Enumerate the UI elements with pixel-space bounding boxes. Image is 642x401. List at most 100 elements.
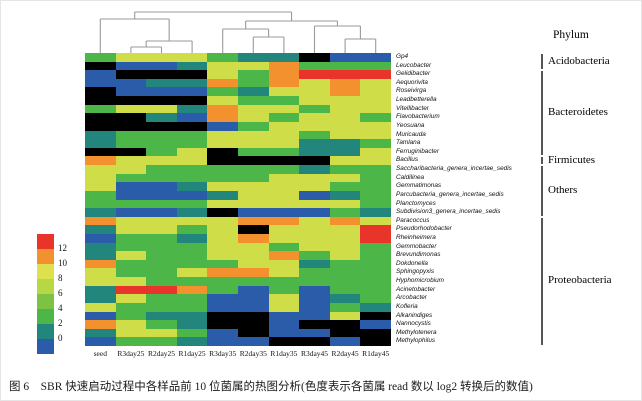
- heatmap-cell: [115, 139, 147, 148]
- heatmap-cell: [207, 216, 238, 226]
- heatmap-cell: [176, 216, 208, 226]
- heatmap-cell: [176, 259, 208, 269]
- row-label: Caldilinea: [396, 173, 425, 181]
- heatmap-cell: [238, 328, 269, 338]
- heatmap-cell: [115, 268, 147, 278]
- heatmap-cell: [360, 311, 391, 321]
- color-scale-band: [37, 339, 54, 354]
- heatmap-cell: [238, 190, 269, 200]
- heatmap-cell: [329, 78, 361, 88]
- heatmap-cell: [360, 328, 391, 338]
- heatmap-cell: [115, 328, 147, 338]
- heatmap-grid: [85, 53, 391, 346]
- heatmap-cell: [85, 87, 116, 97]
- heatmap-cell: [85, 208, 116, 217]
- heatmap-cell: [238, 242, 269, 252]
- heatmap-cell: [115, 208, 147, 217]
- heatmap-cell: [329, 199, 361, 209]
- heatmap-cell: [299, 190, 330, 200]
- heatmap-cell: [299, 130, 330, 140]
- heatmap-cell: [299, 96, 330, 105]
- heatmap-cell: [146, 147, 177, 157]
- row-label: Leadbetterella: [396, 96, 437, 104]
- heatmap-cell: [207, 53, 238, 62]
- heatmap-cell: [207, 311, 238, 321]
- heatmap-cell: [176, 311, 208, 321]
- heatmap-cell: [238, 208, 269, 217]
- heatmap-cell: [238, 233, 269, 243]
- color-scale-tick-label: 6: [58, 288, 63, 298]
- heatmap-cell: [360, 190, 391, 200]
- heatmap-cell: [329, 302, 361, 312]
- column-label: R2day25: [147, 349, 176, 358]
- column-labels: seed R3day25 R2day25 R1day25 R3day35 R2day35 R…: [1, 349, 641, 361]
- heatmap-cell: [176, 199, 208, 209]
- row-label: Rheinheimera: [396, 233, 436, 241]
- row-label: Vitellibacter: [396, 104, 429, 112]
- heatmap-cell: [115, 165, 147, 174]
- heatmap-cell: [115, 294, 147, 303]
- row-label: Arcobacter: [396, 294, 427, 302]
- heatmap-cell: [360, 225, 391, 234]
- heatmap-cell: [146, 70, 177, 79]
- heatmap-cell: [176, 70, 208, 79]
- heatmap-cell: [176, 294, 208, 303]
- phylum-bracket: [541, 54, 543, 70]
- color-scale-band: [37, 294, 54, 309]
- heatmap-cell: [85, 242, 116, 252]
- heatmap-cell: [146, 121, 177, 131]
- heatmap-cell: [176, 182, 208, 191]
- heatmap-cell: [115, 251, 147, 260]
- heatmap-cell: [268, 285, 300, 295]
- heatmap-cell: [85, 190, 116, 200]
- heatmap-cell: [146, 337, 177, 346]
- heatmap-cell: [360, 208, 391, 217]
- color-scale-tick-label: 8: [58, 273, 63, 283]
- heatmap-cell: [329, 337, 361, 346]
- heatmap-cell: [329, 61, 361, 71]
- heatmap-cell: [115, 242, 147, 252]
- heatmap-cell: [299, 104, 330, 114]
- heatmap-cell: [329, 87, 361, 97]
- row-label: Gp4: [396, 53, 409, 60]
- heatmap-cell: [360, 337, 391, 346]
- heatmap-cell: [268, 70, 300, 79]
- heatmap-cell: [329, 130, 361, 140]
- row-label: Hyphomicrobium: [396, 277, 444, 285]
- heatmap-cell: [176, 87, 208, 97]
- heatmap-cell: [146, 208, 177, 217]
- heatmap-cell: [268, 328, 300, 338]
- heatmap-cell: [268, 87, 300, 97]
- phylum-label: Firmicutes: [548, 153, 596, 166]
- heatmap-cell: [115, 259, 147, 269]
- heatmap-cell: [329, 259, 361, 269]
- heatmap-cell: [360, 130, 391, 140]
- heatmap-cell: [85, 61, 116, 71]
- heatmap-cell: [115, 182, 147, 191]
- heatmap-cell: [207, 61, 238, 71]
- heatmap-cell: [115, 233, 147, 243]
- heatmap-cell: [329, 208, 361, 217]
- heatmap-cell: [360, 87, 391, 97]
- heatmap-cell: [360, 182, 391, 191]
- heatmap-cell: [299, 147, 330, 157]
- heatmap-cell: [146, 96, 177, 105]
- heatmap-cell: [207, 259, 238, 269]
- phylum-bracket: [541, 71, 543, 156]
- color-scale-ticks: 12 10 8 6 4 2 0: [58, 234, 78, 354]
- row-label: Pseudorhodobacter: [396, 225, 452, 233]
- heatmap-cell: [85, 156, 116, 166]
- heatmap-cell: [85, 113, 116, 122]
- heatmap-cell: [360, 78, 391, 88]
- heatmap-cell: [268, 268, 300, 278]
- heatmap-cell: [207, 190, 238, 200]
- column-label: R1day35: [270, 349, 298, 358]
- heatmap-cell: [85, 199, 116, 209]
- heatmap-cell: [85, 233, 116, 243]
- heatmap-cell: [329, 320, 361, 329]
- heatmap-cell: [360, 199, 391, 209]
- heatmap-cell: [176, 320, 208, 329]
- figure-caption: 图 6 SBR 快速启动过程中各样品前 10 位菌属的热图分析(色度表示各菌属 …: [9, 381, 533, 393]
- heatmap-cell: [115, 121, 147, 131]
